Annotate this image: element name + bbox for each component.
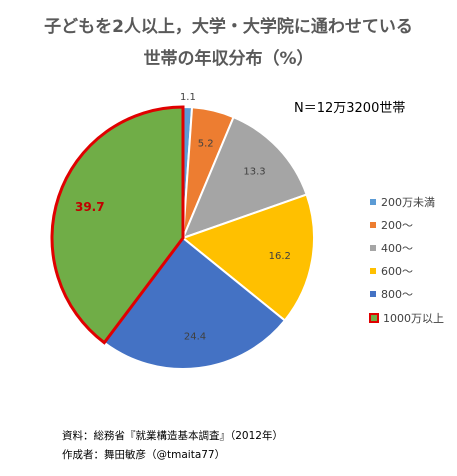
legend-label-1: 200～ xyxy=(381,218,413,232)
author-caption: 作成者：舞田敏彦（@tmaita77） xyxy=(62,449,226,461)
legend-item-4: 800～ xyxy=(370,283,444,306)
legend-item-1: 200～ xyxy=(370,213,444,236)
chart-legend: 200万未満 200～ 400～ 600～ 800～ 1000万以上 xyxy=(369,190,444,329)
source-caption: 資料：総務省『就業構造基本調査』（2012年） xyxy=(62,430,283,442)
pie-slice-2 xyxy=(181,115,308,240)
legend-label-3: 600～ xyxy=(381,265,413,279)
pie-slice-5 xyxy=(50,105,185,345)
legend-item-5: 1000万以上 xyxy=(369,306,444,329)
legend-swatch-1 xyxy=(370,221,376,228)
data-label-3: 16.2 xyxy=(269,251,291,262)
legend-item-3: 600～ xyxy=(370,260,444,283)
data-label-1: 5.2 xyxy=(198,138,214,149)
legend-swatch-4 xyxy=(370,291,376,298)
data-label-2: 13.3 xyxy=(243,167,265,178)
sample-size-note: N＝12万3200世帯 xyxy=(294,101,406,116)
legend-swatch-5 xyxy=(369,312,379,323)
legend-swatch-3 xyxy=(370,268,376,275)
pie-slice-4 xyxy=(102,236,287,370)
data-label-0: 1.1 xyxy=(180,92,196,103)
legend-label-0: 200万未満 xyxy=(381,195,435,209)
chart-title-line-1: 子どもを2人以上，大学・大学院に通わせている xyxy=(44,17,413,37)
legend-label-4: 800～ xyxy=(381,288,413,302)
chart-title-line-2: 世帯の年収分布（%） xyxy=(143,49,314,69)
pie-slice-3 xyxy=(180,193,315,322)
legend-item-0: 200万未満 xyxy=(370,190,444,213)
legend-swatch-0 xyxy=(370,198,376,205)
legend-label-5: 1000万以上 xyxy=(383,311,444,325)
legend-item-2: 400～ xyxy=(370,236,444,259)
data-label-5: 39.7 xyxy=(75,200,105,214)
legend-label-2: 400～ xyxy=(381,241,413,255)
data-label-4: 24.4 xyxy=(184,332,206,343)
legend-swatch-2 xyxy=(370,244,376,251)
